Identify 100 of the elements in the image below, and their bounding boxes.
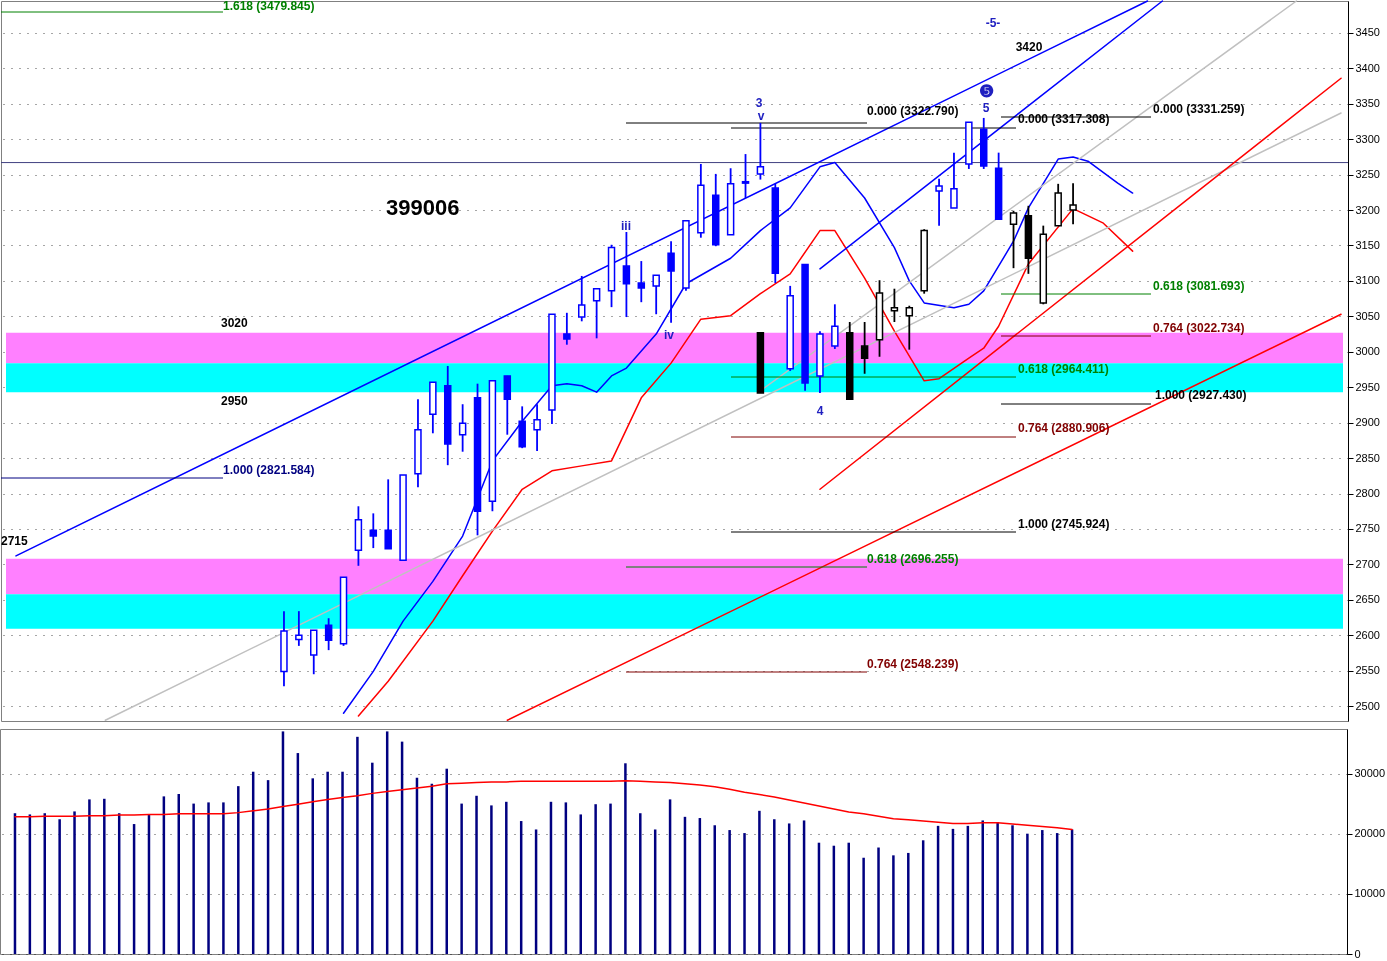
annotation: 0.000 (3331.259) — [1153, 102, 1245, 116]
bar — [58, 819, 61, 954]
annotation: 1.618 (3479.845) — [223, 0, 315, 13]
annotation: iii — [620, 219, 632, 233]
y-tick-label: 2700 — [1355, 557, 1380, 570]
bar — [713, 825, 716, 954]
y-tick-label: 3150 — [1355, 238, 1380, 251]
candlestick — [577, 275, 586, 323]
y-tick-label: 2550 — [1355, 664, 1380, 677]
bar — [341, 771, 344, 954]
y-tick-label: 3250 — [1355, 168, 1380, 181]
candlestick — [756, 121, 765, 181]
annotation: 3 — [755, 96, 763, 110]
annotation: 1.000 (2821.584) — [223, 463, 315, 477]
band-label: 2950 — [221, 394, 249, 408]
candlestick — [324, 617, 333, 652]
candlestick — [295, 610, 303, 647]
bar — [445, 768, 448, 954]
annotation: 0.764 (2880.906) — [1018, 421, 1110, 435]
candlestick — [369, 512, 378, 549]
candlestick — [503, 374, 512, 436]
bar — [1011, 825, 1014, 954]
bar — [639, 813, 642, 954]
text: 399006 — [386, 195, 460, 220]
y-tick-label: 2600 — [1355, 628, 1380, 641]
annotation: -5- — [985, 16, 1001, 30]
bar — [73, 811, 76, 954]
bar — [207, 802, 210, 954]
bar — [996, 822, 999, 954]
line-series — [14, 779, 1073, 831]
candlestick — [592, 287, 601, 340]
bar — [862, 857, 865, 954]
y-tick-label: 2750 — [1355, 522, 1380, 535]
bar — [907, 852, 910, 954]
bar — [624, 763, 627, 954]
bar — [758, 810, 761, 954]
candlestick — [637, 260, 646, 304]
bar — [1026, 833, 1029, 954]
bar — [475, 795, 478, 954]
candlestick — [831, 303, 839, 350]
annotation: 0.618 (2696.255) — [867, 552, 959, 566]
y-tick-label: 2800 — [1355, 487, 1380, 500]
candlestick — [905, 304, 914, 351]
bar — [594, 804, 597, 954]
y-tick-label: 2500 — [1355, 699, 1380, 712]
candlestick — [384, 478, 392, 550]
bar — [609, 803, 612, 954]
annotation: 0.000 (3317.308) — [1018, 112, 1110, 126]
y-tick-label: 3300 — [1355, 132, 1380, 145]
annotation: 0.764 (2548.239) — [867, 657, 959, 671]
bar — [743, 833, 746, 954]
candlestick — [652, 274, 660, 316]
bar — [847, 842, 850, 954]
bar — [981, 820, 984, 954]
bar — [877, 847, 880, 954]
y-tick-label: 3450 — [1355, 26, 1380, 39]
candlestick — [563, 311, 571, 346]
annotation: ❺ — [978, 82, 994, 101]
annotation: 0.618 (3081.693) — [1153, 279, 1245, 293]
bar — [892, 855, 895, 954]
bar — [103, 798, 106, 954]
y-tick-label: 3400 — [1355, 61, 1380, 74]
annotation: v — [757, 109, 765, 123]
y-tick-label: 3100 — [1355, 274, 1380, 287]
bar — [192, 803, 195, 954]
bar — [728, 830, 731, 954]
bar — [371, 762, 374, 954]
band-label: 3020 — [221, 316, 249, 330]
band-label: 2715 — [1, 534, 29, 548]
bar — [237, 786, 240, 954]
annotation: 1.000 (2745.924) — [1018, 517, 1110, 531]
annotation: 0.618 (2964.411) — [1018, 362, 1109, 376]
y-tick-label: 0 — [1354, 947, 1361, 960]
bar — [222, 802, 225, 954]
y-tick-label: 2900 — [1355, 416, 1380, 429]
y-tick-label: 2850 — [1355, 451, 1380, 464]
bar — [326, 771, 329, 954]
bar — [88, 799, 91, 954]
y-tick-label: 20000 — [1354, 827, 1386, 840]
bar — [579, 814, 582, 954]
y-tick-label: 3200 — [1355, 203, 1380, 216]
candlestick — [741, 153, 750, 199]
y-tick-label: 30000 — [1354, 767, 1386, 780]
annotation: 4 — [816, 404, 824, 418]
bar — [773, 819, 776, 954]
y-tick-label: 3000 — [1355, 345, 1380, 358]
y-tick-label: 3350 — [1355, 97, 1380, 110]
annotation: 3420 — [1015, 40, 1043, 54]
y-tick-label: 2950 — [1355, 380, 1380, 393]
y-tick-label: 10000 — [1354, 887, 1386, 900]
bar — [505, 801, 508, 954]
bar — [490, 805, 493, 954]
annotation: iv — [663, 328, 675, 342]
bar — [311, 778, 314, 954]
candlestick — [667, 240, 675, 324]
candlestick — [950, 151, 958, 209]
candlestick — [622, 231, 631, 318]
y-tick-label: 3050 — [1355, 309, 1380, 322]
bar — [356, 736, 359, 954]
annotation: 0.764 (3022.734) — [1153, 321, 1245, 335]
